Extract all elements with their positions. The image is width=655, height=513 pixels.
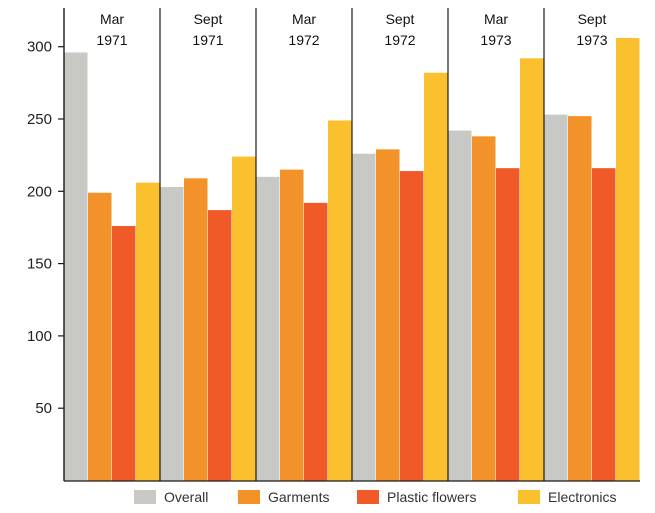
- y-tick-label: 300: [27, 39, 52, 56]
- bar-overall-0: [64, 52, 88, 481]
- period-label-4-0: Mar: [484, 11, 508, 27]
- period-label-3-0: Sept: [386, 11, 415, 27]
- period-label-5-1: 1973: [576, 32, 607, 48]
- period-label-5-0: Sept: [578, 11, 607, 27]
- bar-garments-1: [184, 178, 208, 481]
- legend-swatch-garments: [238, 490, 260, 504]
- bar-plastic-flowers-1: [208, 210, 232, 481]
- y-axis: 50 100 150 200 250 300: [27, 8, 640, 482]
- y-tick-label: 50: [35, 400, 52, 417]
- y-tick-label: 200: [27, 183, 52, 200]
- period-label-2-1: 1972: [288, 32, 319, 48]
- bar-plastic-flowers-5: [592, 168, 616, 481]
- period-label-0-1: 1971: [96, 32, 127, 48]
- period-labels: Mar 1971 Sept 1971 Mar 1972 Sept 1972 Mar 1973 Sep…: [96, 11, 607, 48]
- bar-overall-5: [544, 114, 568, 481]
- bar-electronics-1: [232, 156, 256, 481]
- legend: Overall Garments Plastic flowers Electronic…: [134, 489, 616, 505]
- period-label-2-0: Mar: [292, 11, 316, 27]
- bar-electronics-3: [424, 72, 448, 481]
- bar-plastic-flowers-2: [304, 202, 328, 481]
- legend-label-electronics: Electronics: [548, 489, 616, 505]
- bar-garments-3: [376, 149, 400, 481]
- bar-plastic-flowers-4: [496, 168, 520, 481]
- y-tick-label: 150: [27, 256, 52, 273]
- period-label-0-0: Mar: [100, 11, 124, 27]
- period-label-4-1: 1973: [480, 32, 511, 48]
- bars-group: [64, 38, 640, 481]
- bar-garments-4: [472, 136, 496, 481]
- bar-overall-1: [160, 186, 184, 481]
- legend-swatch-overall: [134, 490, 156, 504]
- bar-electronics-5: [616, 38, 640, 481]
- period-label-1-0: Sept: [194, 11, 223, 27]
- bar-garments-2: [280, 169, 304, 481]
- bar-garments-5: [568, 116, 592, 481]
- bar-electronics-4: [520, 58, 544, 481]
- y-tick-label: 250: [27, 111, 52, 128]
- bar-overall-2: [256, 176, 280, 481]
- legend-label-garments: Garments: [268, 489, 329, 505]
- period-label-3-1: 1972: [384, 32, 415, 48]
- legend-label-overall: Overall: [164, 489, 208, 505]
- legend-swatch-electronics: [518, 490, 540, 504]
- bar-overall-3: [352, 153, 376, 481]
- legend-label-plastic-flowers: Plastic flowers: [387, 489, 476, 505]
- bar-electronics-2: [328, 120, 352, 481]
- bar-overall-4: [448, 130, 472, 481]
- y-tick-label: 100: [27, 328, 52, 345]
- bar-plastic-flowers-0: [112, 226, 136, 481]
- bar-plastic-flowers-3: [400, 171, 424, 481]
- period-label-1-1: 1971: [192, 32, 223, 48]
- legend-swatch-plastic-flowers: [357, 490, 379, 504]
- period-dividers: [159, 8, 545, 481]
- bar-electronics-0: [136, 182, 160, 481]
- bar-garments-0: [88, 192, 112, 481]
